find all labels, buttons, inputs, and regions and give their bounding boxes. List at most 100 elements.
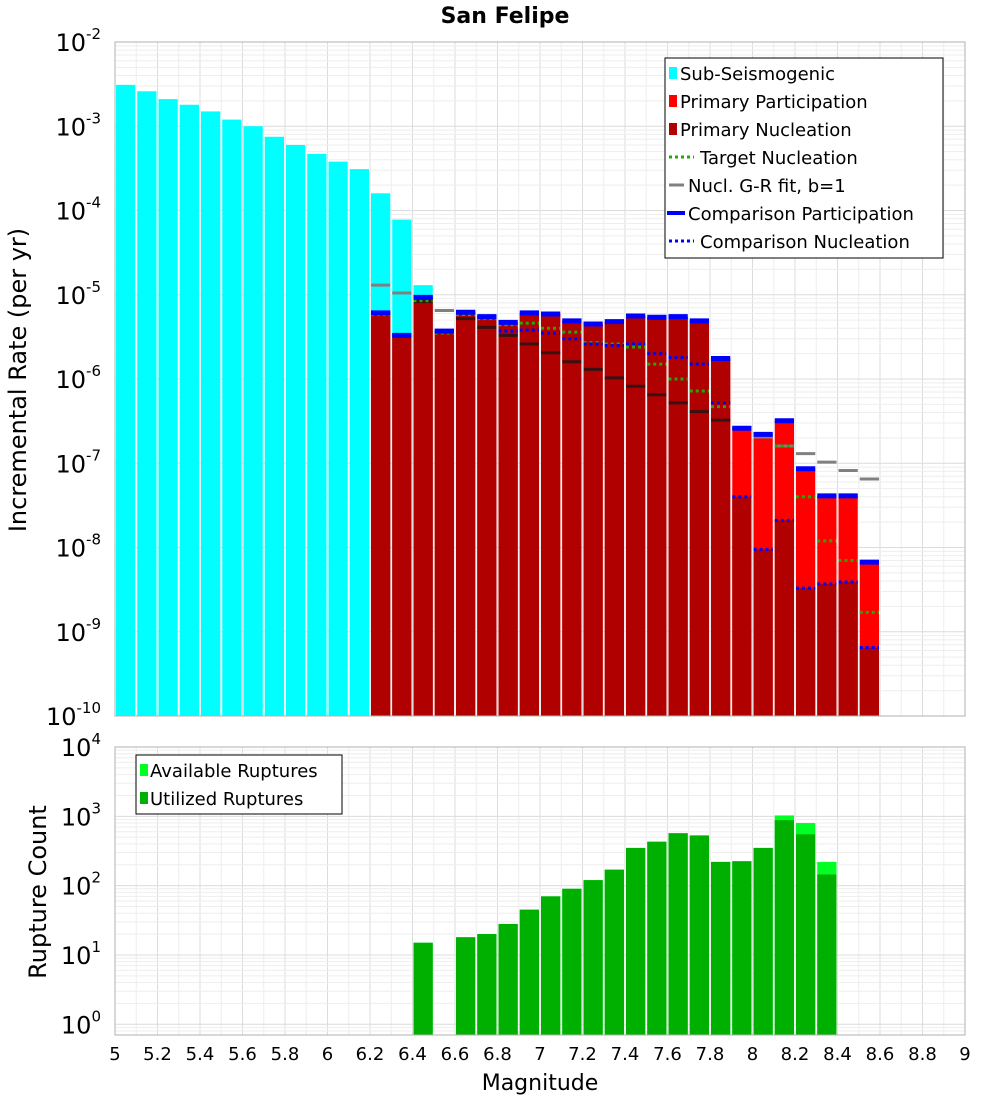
y-tick-label: 104 (61, 730, 101, 762)
primary-nucleation-bar (456, 312, 476, 716)
legend-item: Nucl. G-R fit, b=1 (669, 176, 846, 197)
sub-seismogenic-bar (307, 153, 327, 717)
x-tick-label: 5.4 (186, 1044, 215, 1065)
x-tick-label: 8.6 (866, 1044, 895, 1065)
y-tick-label: 10-9 (55, 615, 101, 647)
primary-nucleation-bar (541, 314, 561, 716)
y-tick-label: 10-3 (55, 109, 101, 141)
utilized-ruptures-bar (541, 896, 561, 1035)
legend-item: Primary Nucleation (669, 120, 852, 141)
legend-item: Comparison Nucleation (669, 232, 910, 253)
legend-swatch (669, 95, 677, 107)
y-tick-label: 10-4 (55, 194, 101, 226)
utilized-ruptures-bar (711, 861, 731, 1035)
primary-nucleation-bar (583, 323, 603, 716)
utilized-ruptures-bar (668, 833, 688, 1035)
y-tick-label: 102 (61, 869, 101, 901)
x-tick-label: 6.6 (441, 1044, 470, 1065)
sub-seismogenic-bar (201, 111, 221, 717)
utilized-ruptures-bar (477, 934, 497, 1035)
top-y-tick-labels: 10-10 10-9 10-8 10-7 10-6 10-5 10-4 10-3 10-2 (46, 25, 101, 731)
primary-nucleation-bar (519, 312, 539, 716)
x-tick-label: 5.8 (271, 1044, 300, 1065)
utilized-ruptures-bar (753, 847, 773, 1035)
chart-title: San Felipe (441, 4, 570, 29)
top-y-axis-label: Incremental Rate (per yr) (4, 228, 32, 532)
bottom-plot-frame (114, 746, 966, 1036)
utilized-ruptures-bar (732, 861, 752, 1035)
x-tick-label: 8 (747, 1044, 758, 1065)
legend-item: Comparison Participation (667, 204, 914, 225)
top-plot-frame (114, 41, 966, 717)
primary-nucleation-bar (817, 583, 837, 716)
sub-seismogenic-bar (286, 144, 306, 717)
legend-label: Primary Nucleation (680, 120, 852, 141)
utilized-ruptures-series (413, 820, 837, 1035)
legend-label: Available Ruptures (150, 761, 318, 782)
sub-seismogenic-bar (137, 91, 157, 716)
legend-label: Target Nucleation (699, 148, 858, 169)
legend-box (664, 57, 944, 259)
primary-nucleation-bar (796, 588, 816, 716)
y-tick-label: 10-5 (55, 278, 101, 310)
x-tick-label: 6.4 (398, 1044, 427, 1065)
primary-nucleation-bar (859, 647, 879, 716)
sub-seismogenic-bar (349, 169, 369, 716)
legend-label: Nucl. G-R fit, b=1 (688, 176, 846, 197)
primary-nucleation-bar (753, 549, 773, 716)
primary-nucleation-bar (626, 315, 646, 716)
primary-nucleation-bar (604, 321, 624, 716)
y-tick-label: 100 (61, 1007, 101, 1039)
legend-swatch (669, 67, 677, 79)
primary-nucleation-bar (434, 331, 454, 716)
primary-nucleation-bar (477, 316, 497, 716)
legend-item: Target Nucleation (669, 148, 858, 169)
x-tick-label: 7.2 (568, 1044, 597, 1065)
y-tick-label: 10-6 (55, 362, 101, 394)
x-tick-label: 6.2 (356, 1044, 385, 1065)
x-tick-label: 9 (959, 1044, 970, 1065)
x-tick-label: 8.8 (908, 1044, 937, 1065)
comparison-participation-series (371, 294, 879, 565)
primary-nucleation-series (371, 297, 879, 716)
legend-label: Utilized Ruptures (150, 789, 303, 810)
x-tick-label: 5 (109, 1044, 120, 1065)
utilized-ruptures-bar (583, 880, 603, 1035)
utilized-ruptures-bar (604, 869, 624, 1035)
y-tick-label: 101 (61, 938, 101, 970)
x-axis-label: Magnitude (482, 1071, 599, 1096)
sub-seismogenic-bar (222, 119, 242, 716)
x-tick-label: 7.4 (611, 1044, 640, 1065)
utilized-ruptures-bar (796, 834, 816, 1035)
legend-item: Primary Participation (669, 92, 868, 113)
y-tick-label: 10-7 (55, 446, 101, 478)
primary-nucleation-bar (371, 312, 391, 716)
primary-nucleation-bar (392, 335, 412, 716)
top-legend: Sub-Seismogenic Primary Participation Prim… (664, 57, 944, 259)
sub-seismogenic-bar (116, 84, 136, 716)
sub-seismogenic-bar (264, 136, 284, 716)
sub-seismogenic-bar (328, 161, 348, 717)
legend-item: Utilized Ruptures (140, 789, 303, 810)
primary-nucleation-bar (774, 520, 794, 716)
x-tick-label: 7.8 (696, 1044, 725, 1065)
x-tick-label: 6.8 (483, 1044, 512, 1065)
legend-swatch (140, 792, 148, 804)
utilized-ruptures-bar (562, 888, 582, 1035)
y-tick-label: 10-2 (55, 25, 101, 57)
sub-seismogenic-bar (158, 99, 178, 716)
sub-seismogenic-bar (243, 126, 263, 716)
primary-nucleation-bar (647, 317, 667, 716)
sub-seismogenic-bar (179, 104, 199, 717)
legend-item: Sub-Seismogenic (669, 64, 835, 85)
primary-nucleation-bar (732, 496, 752, 716)
primary-nucleation-bar (562, 320, 582, 716)
utilized-ruptures-bar (456, 937, 476, 1035)
utilized-ruptures-bar (817, 874, 837, 1035)
legend-label: Comparison Nucleation (700, 232, 910, 253)
utilized-ruptures-bar (689, 835, 709, 1035)
primary-nucleation-bar (838, 581, 858, 716)
utilized-ruptures-bar (647, 841, 667, 1035)
legend-box (135, 754, 343, 815)
utilized-ruptures-bar (774, 820, 794, 1035)
